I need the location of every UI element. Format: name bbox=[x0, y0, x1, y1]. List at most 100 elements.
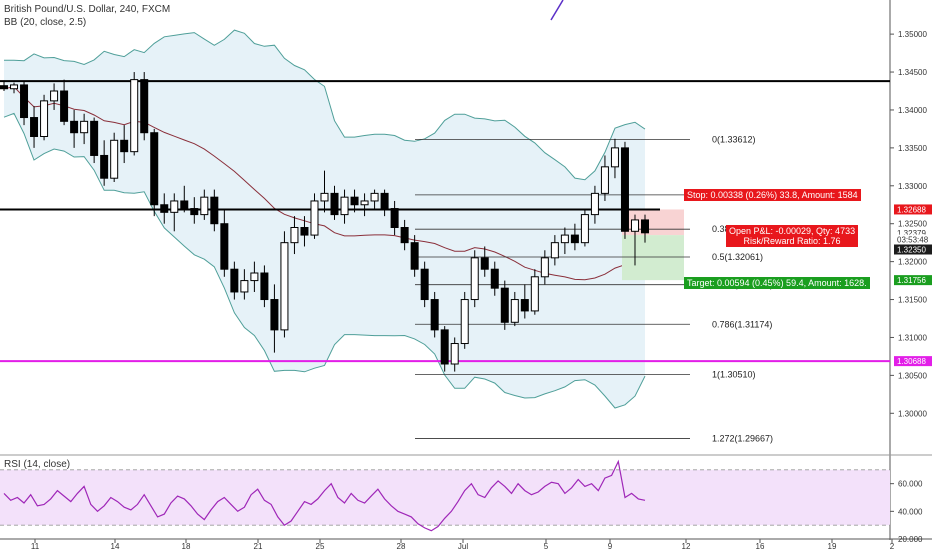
candle-body bbox=[280, 242, 289, 331]
price-tag-label: 1.31756 bbox=[897, 276, 926, 285]
candle-body bbox=[260, 272, 269, 301]
fib-level-label: 0(1.33612) bbox=[712, 134, 756, 144]
candle-body bbox=[610, 147, 619, 168]
candle-body bbox=[210, 196, 219, 225]
candle-body bbox=[30, 117, 39, 137]
y-tick-label: 1.34000 bbox=[898, 106, 927, 115]
rsi-tick-label: 60.000 bbox=[898, 480, 923, 489]
candle-body bbox=[540, 257, 549, 278]
price-tag-bg bbox=[894, 356, 932, 367]
candle-body bbox=[320, 192, 329, 202]
x-tick-label: 9 bbox=[608, 542, 613, 550]
x-tick-label: 11 bbox=[31, 542, 40, 550]
rsi-band bbox=[0, 469, 890, 526]
price-tag-label: 1.32379 bbox=[897, 229, 926, 238]
candle-body bbox=[350, 196, 359, 206]
y-tick-label: 1.34500 bbox=[898, 68, 927, 77]
y-tick-label: 1.32000 bbox=[898, 258, 927, 267]
x-tick-label: 2 bbox=[890, 542, 895, 550]
x-tick-label: 28 bbox=[397, 542, 406, 550]
candle-body bbox=[300, 227, 309, 236]
candle-body bbox=[340, 196, 349, 216]
candle-body bbox=[550, 242, 559, 259]
x-tick-label: 18 bbox=[182, 542, 191, 550]
price-tag-bg bbox=[894, 227, 932, 238]
price-tag-label: 03:53:48 bbox=[897, 236, 929, 245]
candle-body bbox=[190, 208, 199, 216]
candle-body bbox=[130, 79, 139, 153]
price-tag-label: 1.32350 bbox=[897, 245, 926, 254]
candle-body bbox=[110, 139, 119, 179]
rsi-tick-label: 40.000 bbox=[898, 507, 923, 516]
y-tick-label: 1.32500 bbox=[898, 220, 927, 229]
candle-body bbox=[490, 268, 499, 289]
candle-body bbox=[590, 192, 599, 216]
y-tick-label: 1.33500 bbox=[898, 144, 927, 153]
candle-body bbox=[240, 280, 249, 293]
x-tick-label: 19 bbox=[828, 542, 837, 550]
price-tag-bg bbox=[894, 244, 932, 255]
candle-body bbox=[10, 84, 19, 90]
price-tag-label: 1.32688 bbox=[897, 205, 926, 214]
x-tick-label: 21 bbox=[254, 542, 263, 550]
candle-body bbox=[70, 120, 79, 134]
fib-level-label: 1.272(1.29667) bbox=[712, 434, 773, 444]
fib-level-label: 0.786(1.31174) bbox=[712, 319, 772, 329]
candle-body bbox=[570, 234, 579, 244]
candle-body bbox=[40, 100, 49, 137]
candle-body bbox=[90, 120, 99, 156]
candle-body bbox=[410, 242, 419, 270]
candle-body bbox=[510, 299, 519, 323]
candle-body bbox=[310, 200, 319, 236]
rsi-line bbox=[3, 459, 646, 532]
x-tick-label: 12 bbox=[682, 542, 691, 550]
price-tag-label: 1.30688 bbox=[897, 357, 926, 366]
fib-level-label: 1(1.30510) bbox=[712, 370, 756, 380]
target-zone bbox=[622, 235, 684, 281]
candle-body bbox=[560, 234, 569, 244]
candle-body bbox=[400, 227, 409, 244]
x-tick-label: 25 bbox=[316, 542, 325, 550]
symbol-title: British Pound/U.S. Dollar, 240, FXCM bbox=[4, 4, 171, 15]
candle-body bbox=[290, 227, 299, 244]
trend-drawing-line bbox=[550, 0, 564, 21]
x-tick-label: 5 bbox=[544, 542, 549, 550]
y-tick-label: 1.31500 bbox=[898, 296, 927, 305]
candle-body bbox=[480, 257, 489, 270]
candle-body bbox=[50, 90, 59, 102]
candle-body bbox=[100, 154, 109, 179]
price-tag-bg bbox=[894, 275, 932, 286]
candle-body bbox=[160, 204, 169, 213]
candle-body bbox=[230, 268, 239, 293]
candle-body bbox=[470, 257, 479, 301]
price-tag-bg bbox=[894, 204, 932, 215]
bb-upper-line bbox=[4, 29, 646, 181]
open-pnl-text: Open P&L: -0.00029, Qty: 4733 bbox=[729, 226, 856, 236]
candle-body bbox=[330, 192, 339, 216]
candle-body bbox=[450, 343, 459, 365]
candle-body bbox=[520, 299, 529, 312]
candle-body bbox=[580, 214, 589, 244]
candle-body bbox=[150, 132, 159, 206]
fib-level-label: 0.5(1.32061) bbox=[712, 252, 763, 262]
bb-basis-line bbox=[3, 86, 646, 281]
candle-body bbox=[220, 223, 229, 270]
y-tick-label: 1.33000 bbox=[898, 182, 927, 191]
pnl-box: Open P&L: -0.00029, Qty: 4733 Risk/Rewar… bbox=[726, 225, 859, 247]
risk-reward-text: Risk/Reward Ratio: 1.76 bbox=[743, 236, 841, 246]
candle-body bbox=[460, 299, 469, 345]
bb-band-fill bbox=[4, 30, 645, 408]
candle-body bbox=[641, 219, 649, 234]
candle-body bbox=[380, 192, 389, 210]
candle-body bbox=[20, 84, 29, 119]
candle-body bbox=[600, 166, 609, 194]
candle-body bbox=[120, 139, 129, 153]
x-tick-label: Jul bbox=[458, 542, 468, 550]
candle-body bbox=[390, 208, 399, 229]
candle-body bbox=[0, 85, 8, 90]
candle-body bbox=[440, 329, 449, 365]
y-tick-label: 1.31000 bbox=[898, 333, 927, 342]
x-tick-label: 16 bbox=[756, 542, 765, 550]
